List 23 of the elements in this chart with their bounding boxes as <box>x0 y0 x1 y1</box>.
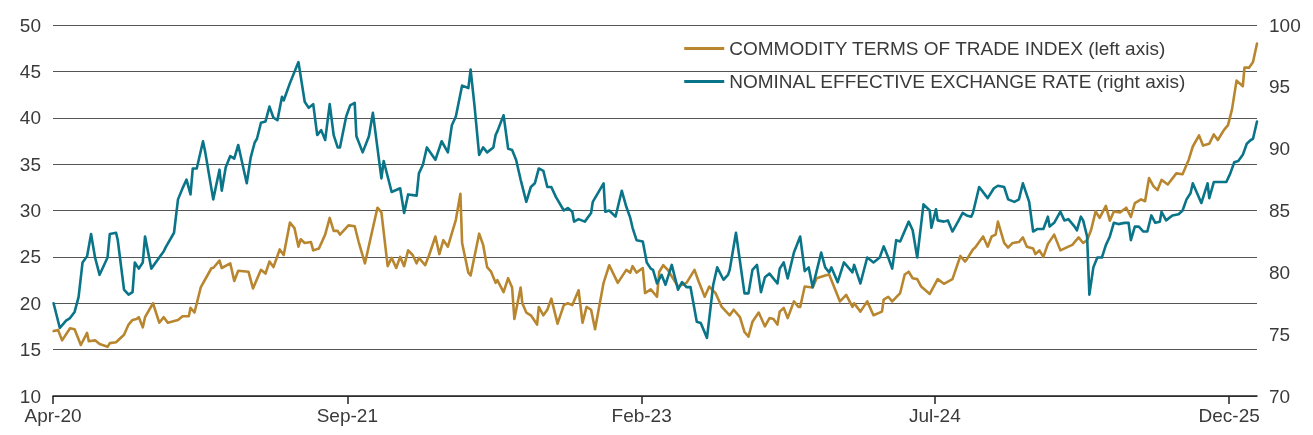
y2-tick-label: 80 <box>1269 261 1291 283</box>
y-tick-label: 20 <box>19 292 41 314</box>
y-tick-label: 35 <box>19 153 41 175</box>
y-tick-label: 40 <box>19 107 41 129</box>
x-tick-label: Dec-25 <box>1198 405 1260 426</box>
x-tick-label: Feb-23 <box>611 405 672 426</box>
legend-label: NOMINAL EFFECTIVE EXCHANGE RATE (right axis) <box>729 71 1186 92</box>
y2-tick-label: 85 <box>1269 200 1291 221</box>
y-tick-label: 10 <box>19 385 41 407</box>
y-tick-label: 50 <box>19 14 41 36</box>
y-tick-label: 15 <box>19 339 41 361</box>
y2-tick-label: 90 <box>1269 138 1291 160</box>
y-tick-label: 25 <box>19 246 41 268</box>
y2-tick-label: 70 <box>1269 385 1291 407</box>
legend-label: COMMODITY TERMS OF TRADE INDEX (left axis) <box>729 38 1166 59</box>
x-tick-label: Sep-21 <box>316 405 378 426</box>
y2-tick-label: 100 <box>1269 14 1301 36</box>
y-tick-label: 30 <box>19 200 41 221</box>
y2-tick-label: 95 <box>1269 76 1291 98</box>
x-tick-label: Jul-24 <box>908 405 962 426</box>
x-tick-label: Apr-20 <box>24 405 82 426</box>
y-tick-label: 45 <box>19 60 41 82</box>
y2-tick-label: 75 <box>1269 323 1291 345</box>
